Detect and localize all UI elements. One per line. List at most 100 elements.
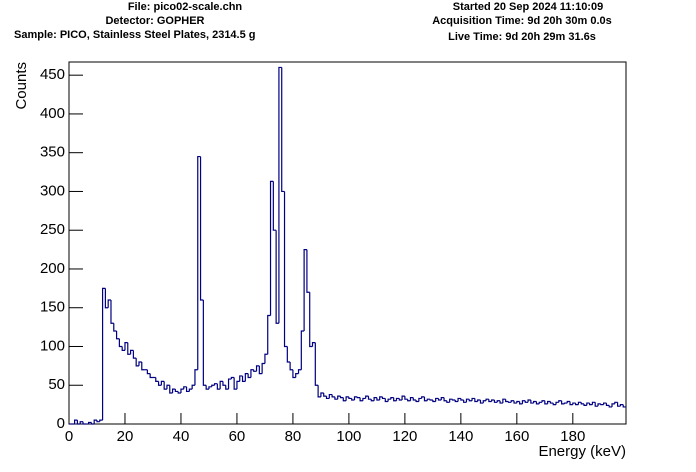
histogram-bin [311, 342, 316, 347]
histogram-bin [398, 398, 403, 401]
histogram-bin [521, 400, 526, 404]
histogram-bin [191, 384, 195, 390]
histogram-bin [468, 399, 473, 402]
histogram-bin [99, 419, 103, 422]
histogram-bin [401, 395, 405, 400]
histogram-bin [213, 383, 218, 386]
histogram-bin [174, 389, 179, 393]
histogram-bin [485, 398, 489, 401]
histogram-bin [205, 385, 209, 390]
histogram-bin [449, 398, 453, 403]
histogram-bin [110, 299, 114, 324]
header-text: Started 20 Sep 2024 11:10:09 [453, 1, 603, 13]
histogram-bin [407, 399, 411, 402]
histogram-bin [258, 365, 263, 375]
histogram-bin [549, 401, 554, 404]
histogram-bin [76, 420, 81, 425]
histogram-bin [409, 397, 414, 401]
x-axis-label: Energy (keV) [538, 443, 626, 460]
histogram-bin [300, 330, 305, 370]
y-tick-label: 300 [40, 182, 65, 199]
histogram-bin [496, 400, 501, 403]
histogram-bin [177, 391, 181, 394]
histogram-bin [541, 400, 545, 403]
histogram-bin [446, 400, 450, 403]
histogram-bin [325, 396, 330, 400]
histogram-bin [499, 400, 503, 404]
y-axis-label: Counts [13, 62, 30, 110]
histogram-bin [339, 396, 344, 399]
histogram-bin [423, 396, 428, 402]
histogram-bin [524, 400, 529, 403]
histogram-bin [121, 346, 125, 351]
histogram-bin [552, 403, 557, 406]
histogram-bin [600, 403, 604, 406]
histogram-bin [149, 373, 153, 379]
histogram-bin [373, 397, 377, 401]
histogram-bin [135, 358, 139, 367]
histogram-bin [351, 398, 355, 401]
header-text: Acquisition Time: 9d 20h 30m 0.0s [432, 15, 612, 27]
histogram-bin [575, 403, 579, 406]
histogram-bin [96, 420, 100, 423]
histogram-bin [244, 373, 249, 382]
histogram-bin [87, 421, 92, 424]
y-tick-label: 350 [40, 144, 65, 161]
y-tick-label: 200 [40, 260, 65, 277]
histogram-bin [390, 397, 394, 400]
histogram-bin [278, 66, 282, 324]
histogram-bin [561, 400, 565, 405]
histogram-bin [376, 397, 380, 401]
histogram-bin [614, 401, 618, 404]
histogram-bin [255, 365, 260, 372]
histogram-bin [283, 191, 288, 348]
histogram-bin [337, 395, 341, 400]
histogram-bin [233, 377, 237, 390]
histogram-bin [157, 381, 162, 386]
histogram-bin [241, 375, 246, 382]
histogram-bin [493, 399, 498, 403]
histogram-bin [129, 349, 134, 355]
histogram-bin [101, 287, 106, 421]
histogram-bin [314, 342, 319, 386]
x-tick-label: 160 [504, 428, 529, 445]
histogram-bin [230, 376, 235, 380]
histogram-bin [591, 401, 596, 405]
histogram-bin [580, 402, 585, 405]
histogram-bin [608, 405, 613, 408]
histogram-bin [510, 400, 515, 403]
x-tick-label: 60 [229, 428, 246, 445]
histogram-bin [222, 381, 226, 386]
histogram-bin [362, 397, 366, 401]
histogram-bin [589, 403, 593, 406]
histogram-bin [463, 399, 467, 403]
histogram-bin [460, 398, 464, 401]
histogram-bin [471, 397, 475, 401]
histogram-bin [594, 402, 599, 407]
histogram-bin [381, 396, 386, 400]
histogram-bin [281, 67, 285, 193]
histogram-bin [544, 400, 548, 405]
histogram-bin [415, 399, 419, 403]
y-tick-label: 250 [40, 221, 65, 238]
histogram-bin [197, 155, 201, 370]
x-tick-label: 20 [117, 428, 134, 445]
histogram-bin [90, 422, 95, 425]
histogram-bin [211, 384, 215, 387]
histogram-bin [530, 399, 534, 404]
x-tick-label: 140 [448, 428, 473, 445]
header-text: Live Time: 9d 20h 29m 31.6s [448, 31, 596, 43]
histogram-bin [477, 399, 481, 402]
histogram-bin [353, 396, 358, 400]
histogram-bin [317, 385, 321, 398]
histogram-bin [289, 361, 293, 371]
histogram-bin [297, 369, 302, 374]
histogram-bin [171, 388, 176, 393]
histogram-bin [555, 401, 559, 405]
histogram-bin [619, 404, 624, 407]
histogram-bin [264, 353, 268, 364]
histogram-bin [479, 399, 484, 404]
histogram-bin [132, 350, 137, 359]
y-tick-label: 400 [40, 105, 65, 122]
header-text: Detector: GOPHER [105, 15, 204, 27]
